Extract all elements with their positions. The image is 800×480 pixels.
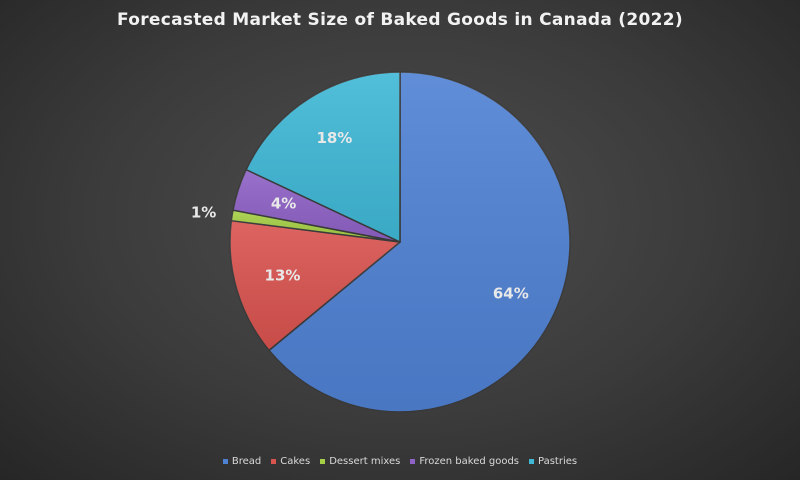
data-label-dessert-mixes: 1% bbox=[191, 203, 216, 221]
data-label-cakes: 13% bbox=[265, 267, 301, 285]
legend-label: Frozen baked goods bbox=[419, 456, 520, 467]
legend-swatch bbox=[222, 459, 228, 464]
legend-item-dessert-mixes: Dessert mixes bbox=[320, 456, 400, 467]
legend: Bread Cakes Dessert mixes Frozen baked good… bbox=[0, 456, 800, 467]
legend-item-bread: Bread bbox=[222, 456, 262, 467]
legend-label: Dessert mixes bbox=[329, 456, 401, 467]
pie-slice-bread[interactable] bbox=[268, 71, 571, 413]
pie-slice-pastries[interactable] bbox=[245, 71, 401, 243]
legend-label: Cakes bbox=[280, 456, 311, 467]
chart-title: Forecasted Market Size of Baked Goods in… bbox=[117, 10, 683, 30]
legend-item-cakes: Cakes bbox=[271, 456, 310, 467]
legend-label: Bread bbox=[231, 456, 262, 467]
legend-swatch bbox=[271, 459, 277, 464]
legend-item-pastries: Pastries bbox=[529, 456, 577, 467]
legend-swatch bbox=[529, 459, 535, 464]
data-label-pastries: 18% bbox=[316, 129, 352, 147]
legend-swatch bbox=[320, 459, 326, 464]
data-label-bread: 64% bbox=[493, 285, 529, 303]
pie-slice-cakes[interactable] bbox=[229, 219, 401, 352]
data-label-frozen-baked-goods: 4% bbox=[271, 195, 296, 213]
legend-swatch bbox=[410, 459, 416, 464]
legend-label: Pastries bbox=[538, 456, 578, 467]
legend-item-frozen-baked-goods: Frozen baked goods bbox=[410, 456, 519, 467]
